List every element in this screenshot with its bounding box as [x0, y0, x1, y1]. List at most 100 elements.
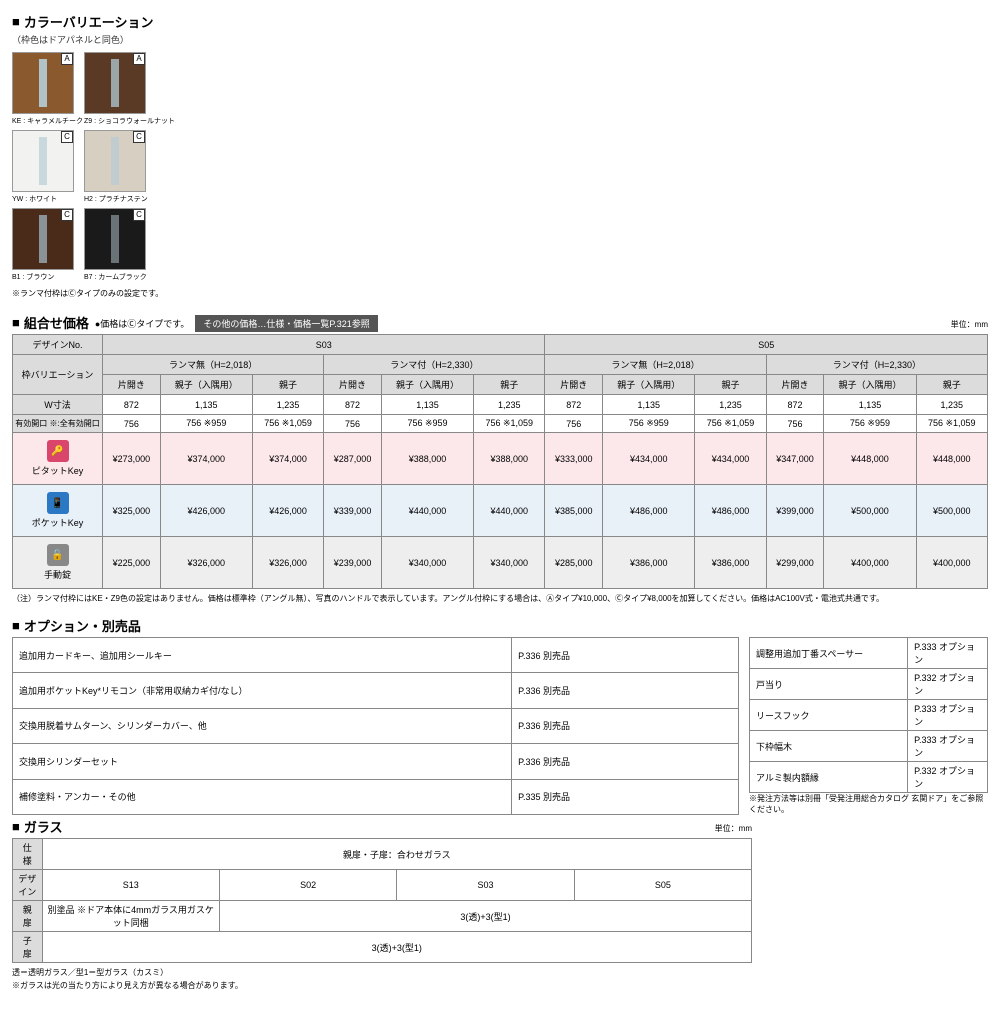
key-label: 📱ポケットKey	[13, 485, 103, 537]
w-cell: 1,135	[381, 395, 473, 415]
glass-r1-label: 仕 様	[13, 839, 43, 870]
price-section-title: 組合せ価格	[12, 313, 89, 332]
w-cell: 1,235	[252, 395, 323, 415]
price-cell: ¥339,000	[324, 485, 382, 537]
ranma-header: ランマ無（H=2,018）	[545, 355, 766, 375]
option-ref: P.336 別売品	[512, 638, 739, 673]
price-cell: ¥388,000	[474, 433, 545, 485]
glass-note1: 透＝透明ガラス／型1＝型ガラス（カスミ）	[12, 967, 752, 978]
eff-cell: 756	[103, 415, 161, 433]
price-cell: ¥287,000	[324, 433, 382, 485]
option-name: リースフック	[749, 700, 907, 731]
price-cell: ¥440,000	[381, 485, 473, 537]
glass-r2d: S05	[574, 870, 751, 901]
key-label: 🔑ピタットKey	[13, 433, 103, 485]
option-ref: P.333 オプション	[908, 638, 988, 669]
w-cell: 1,135	[603, 395, 695, 415]
glass-unit: 単位：mm	[715, 823, 752, 834]
option-tables: 追加用カードキー、追加用シールキーP.336 別売品追加用ポケットKey*リモコ…	[12, 637, 988, 815]
color-swatch-B7: CB7 : カームブラック	[84, 208, 146, 282]
option-table-left: 追加用カードキー、追加用シールキーP.336 別売品追加用ポケットKey*リモコ…	[12, 637, 739, 815]
opentype-header: 片開き	[103, 375, 161, 395]
option-ref: P.332 オプション	[908, 762, 988, 793]
eff-cell: 756 ※959	[160, 415, 252, 433]
color-swatch-YW: CYW : ホワイト	[12, 130, 74, 204]
glass-r2c: S03	[397, 870, 574, 901]
eff-cell: 756 ※959	[824, 415, 916, 433]
glass-r2-label: デザイン	[13, 870, 43, 901]
opentype-header: 親子（入隅用）	[160, 375, 252, 395]
eff-cell: 756 ※1,059	[695, 415, 766, 433]
w-cell: 872	[545, 395, 603, 415]
ranma-header: ランマ無（H=2,018）	[103, 355, 324, 375]
price-cell: ¥486,000	[603, 485, 695, 537]
price-cell: ¥285,000	[545, 537, 603, 589]
color-note: ※ランマ付枠はⒸタイプのみの設定です。	[12, 288, 988, 299]
price-cell: ¥347,000	[766, 433, 824, 485]
price-unit: 単位：mm	[951, 319, 988, 330]
option-ref: P.332 オプション	[908, 669, 988, 700]
ranma-header: ランマ付（H=2,330）	[324, 355, 545, 375]
option-name: 下枠幅木	[749, 731, 907, 762]
w-label: W寸法	[13, 395, 103, 415]
price-cell: ¥426,000	[252, 485, 323, 537]
price-cell: ¥426,000	[160, 485, 252, 537]
color-swatch-H2: CH2 : プラチナステン	[84, 130, 146, 204]
w-cell: 1,135	[824, 395, 916, 415]
price-cell: ¥500,000	[824, 485, 916, 537]
option-name: 追加用ポケットKey*リモコン（非常用収納カギ付/なし）	[13, 673, 512, 708]
eff-cell: 756 ※959	[381, 415, 473, 433]
option-name: 追加用カードキー、追加用シールキー	[13, 638, 512, 673]
w-cell: 1,235	[695, 395, 766, 415]
eff-cell: 756 ※1,059	[252, 415, 323, 433]
eff-cell: 756	[324, 415, 382, 433]
w-cell: 1,235	[916, 395, 987, 415]
option-name: 補修塗料・アンカー・その他	[13, 779, 512, 814]
glass-note2: ※ガラスは光の当たり方により見え方が異なる場合があります。	[12, 980, 752, 991]
price-refbox: その他の価格…仕様・価格一覧P.321参照	[195, 315, 377, 332]
glass-r2a: S13	[42, 870, 219, 901]
price-cell: ¥333,000	[545, 433, 603, 485]
price-table: デザインNo.S03S05枠バリエーションランマ無（H=2,018）ランマ付（H…	[12, 334, 988, 589]
price-cell: ¥225,000	[103, 537, 161, 589]
opentype-header: 片開き	[545, 375, 603, 395]
design-label: デザインNo.	[13, 335, 103, 355]
eff-cell: 756 ※1,059	[474, 415, 545, 433]
glass-section-title: ガラス	[12, 817, 63, 836]
option-name: 交換用シリンダーセット	[13, 744, 512, 779]
opentype-header: 片開き	[324, 375, 382, 395]
eff-cell: 756 ※959	[603, 415, 695, 433]
price-cell: ¥500,000	[916, 485, 987, 537]
key-label: 🔓手動錠	[13, 537, 103, 589]
price-cell: ¥326,000	[252, 537, 323, 589]
price-cell: ¥374,000	[252, 433, 323, 485]
option-table-right: 調整用追加丁番スペーサーP.333 オプション戸当りP.332 オプションリース…	[749, 637, 988, 793]
option-name: 調整用追加丁番スペーサー	[749, 638, 907, 669]
glass-r1-val: 親扉・子扉：合わせガラス	[42, 839, 751, 870]
price-cell: ¥239,000	[324, 537, 382, 589]
color-subtitle: （枠色はドアパネルと同色）	[12, 33, 988, 46]
price-cell: ¥388,000	[381, 433, 473, 485]
color-swatch-B1: CB1 : ブラウン	[12, 208, 74, 282]
opentype-header: 親子	[252, 375, 323, 395]
w-cell: 872	[324, 395, 382, 415]
opentype-header: 親子（入隅用）	[381, 375, 473, 395]
price-cell: ¥434,000	[695, 433, 766, 485]
option-ref: P.336 別売品	[512, 708, 739, 743]
price-cell: ¥325,000	[103, 485, 161, 537]
price-cell: ¥386,000	[603, 537, 695, 589]
price-cell: ¥386,000	[695, 537, 766, 589]
price-cell: ¥434,000	[603, 433, 695, 485]
price-cell: ¥440,000	[474, 485, 545, 537]
glass-r4-label: 子 扉	[13, 932, 43, 963]
eff-label: 有効開口 ※:全有効開口	[13, 415, 103, 433]
price-cell: ¥326,000	[160, 537, 252, 589]
color-swatch-KE: AKE : キャラメルチーク	[12, 52, 74, 126]
glass-r3a: 別塗品 ※ドア本体に4mmガラス用ガスケット同梱	[42, 901, 219, 932]
opentype-header: 親子	[474, 375, 545, 395]
price-cell: ¥448,000	[824, 433, 916, 485]
option-ref: P.335 別売品	[512, 779, 739, 814]
price-cell: ¥299,000	[766, 537, 824, 589]
eff-cell: 756	[766, 415, 824, 433]
option-section-title: オプション・別売品	[12, 616, 988, 635]
